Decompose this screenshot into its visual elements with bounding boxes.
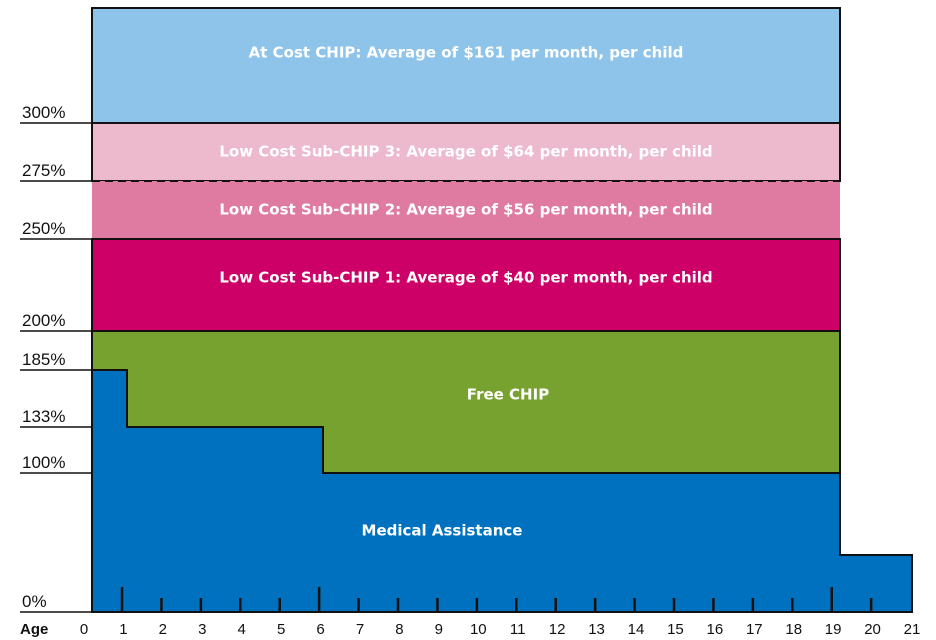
- medical-assistance-area: [91, 369, 913, 613]
- age-label: 12: [549, 621, 566, 638]
- age-label: 19: [825, 621, 842, 638]
- age-label: 14: [628, 621, 645, 638]
- y-labels: 0% 100% 133% 185% 200% 250% 275% 300%: [20, 103, 92, 613]
- age-label: 10: [470, 621, 487, 638]
- age-label: 20: [864, 621, 881, 638]
- band-label: Free CHIP: [467, 386, 549, 404]
- age-label: 11: [510, 621, 526, 638]
- age-label: 1: [119, 621, 127, 638]
- age-label: 16: [707, 621, 724, 638]
- age-label: 21: [904, 621, 921, 638]
- age-label: 6: [316, 621, 324, 638]
- y-label: 200%: [22, 311, 65, 330]
- band-label: Low Cost Sub-CHIP 3: Average of $64 per …: [219, 143, 712, 161]
- y-label: 300%: [22, 103, 65, 122]
- band-label: Medical Assistance: [362, 522, 523, 540]
- band-label: Low Cost Sub-CHIP 1: Average of $40 per …: [219, 269, 712, 287]
- band-label: Low Cost Sub-CHIP 2: Average of $56 per …: [219, 201, 712, 219]
- age-label: 9: [435, 621, 443, 638]
- age-label: 7: [356, 621, 364, 638]
- y-label: 185%: [22, 350, 65, 369]
- sub2-band: [92, 181, 840, 239]
- age-label: 0: [80, 621, 88, 638]
- age-label: 13: [588, 621, 605, 638]
- x-title: Age: [20, 621, 48, 638]
- age-label: 3: [198, 621, 206, 638]
- y-label: 250%: [22, 219, 65, 238]
- age-label: 5: [277, 621, 285, 638]
- y-label: 275%: [22, 161, 65, 180]
- age-label: 4: [238, 621, 246, 638]
- y-label: 133%: [22, 407, 65, 426]
- y-label: 100%: [22, 453, 65, 472]
- x-labels: 0 1 2 3 4 5 6 7 8 9 10 11 12 13 14 15 16 17 18 19 20 21: [80, 587, 921, 638]
- age-label: 2: [159, 621, 167, 638]
- age-label: 18: [785, 621, 802, 638]
- sub3-band: [91, 122, 841, 182]
- age-label: 8: [395, 621, 403, 638]
- at-cost-band: [91, 7, 841, 124]
- age-label: 15: [667, 621, 684, 638]
- y-label: 0%: [22, 592, 47, 611]
- sub1-band: [91, 238, 841, 332]
- band-label: At Cost CHIP: Average of $161 per month,…: [249, 44, 684, 62]
- age-label: 17: [746, 621, 763, 638]
